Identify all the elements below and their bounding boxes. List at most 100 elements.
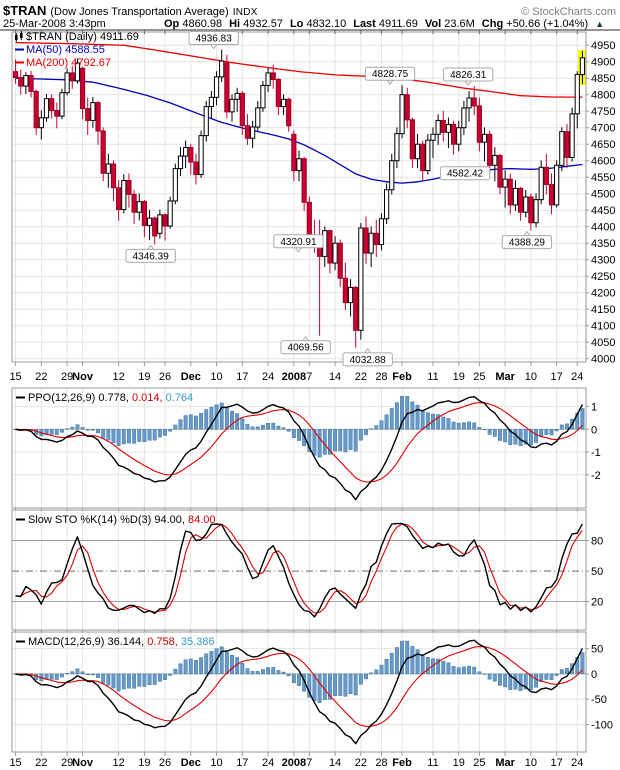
svg-text:Nov: Nov (72, 371, 94, 383)
svg-text:10: 10 (210, 757, 222, 769)
svg-text:4950: 4950 (591, 40, 615, 52)
legend-ma50: MA(50) 4588.55 (26, 44, 105, 56)
svg-text:19: 19 (453, 371, 465, 383)
svg-text:4700: 4700 (591, 123, 615, 135)
svg-text:-2: -2 (591, 470, 601, 482)
svg-text:7: 7 (306, 757, 312, 769)
svg-text:25: 25 (473, 371, 485, 383)
svg-text:24: 24 (571, 757, 583, 769)
svg-text:24: 24 (571, 371, 583, 383)
svg-text:4750: 4750 (591, 106, 615, 118)
svg-text:4500: 4500 (591, 189, 615, 201)
sto-panel: 80 50 20 Slow STO %K(14) %D(3) 94.00, 84.00 (11, 509, 603, 634)
svg-text:19: 19 (453, 757, 465, 769)
svg-text:4150: 4150 (591, 304, 615, 316)
svg-text:4582.42: 4582.42 (447, 169, 484, 180)
chart-header: $TRAN (Dow Jones Transportation Average)… (0, 0, 620, 18)
svg-text:14: 14 (329, 371, 341, 383)
svg-text:10: 10 (210, 371, 222, 383)
chart-area: 4950 4900 4850 4800 4750 4700 4650 4600 4550 4500… (0, 28, 620, 770)
svg-text:29: 29 (61, 371, 73, 383)
svg-text:4800: 4800 (591, 90, 615, 102)
svg-text:4069.56: 4069.56 (288, 343, 325, 354)
quote-field-lo: Lo 4832.10 (289, 18, 347, 30)
svg-text:4400: 4400 (591, 222, 615, 234)
svg-text:15: 15 (9, 371, 21, 383)
svg-text:Feb: Feb (392, 371, 412, 383)
svg-text:24: 24 (262, 371, 274, 383)
copyright-label: © StockCharts.com (521, 6, 616, 18)
svg-text:14: 14 (329, 757, 341, 769)
svg-text:22: 22 (355, 371, 367, 383)
svg-text:4650: 4650 (591, 139, 615, 151)
svg-text:10: 10 (525, 757, 537, 769)
svg-text:1: 1 (591, 402, 597, 414)
svg-text:4250: 4250 (591, 271, 615, 283)
svg-text:22: 22 (355, 757, 367, 769)
svg-text:Dec: Dec (181, 371, 201, 383)
svg-text:-100: -100 (591, 719, 613, 731)
quote-summary-row: 25-Mar-2008 3:43pm Op 4860.98 Hi 4932.57 L… (0, 17, 620, 31)
svg-text:0: 0 (591, 424, 597, 436)
svg-text:22: 22 (35, 757, 47, 769)
quote-field-chg: Chg +50.66 (+1.04%) (481, 18, 589, 30)
svg-text:19: 19 (138, 371, 150, 383)
quote-datetime: 25-Mar-2008 3:43pm (3, 18, 106, 30)
svg-text:29: 29 (61, 757, 73, 769)
svg-text:12: 12 (113, 371, 125, 383)
svg-text:24: 24 (262, 757, 274, 769)
sto-panel-legend: Slow STO %K(14) %D(3) 94.00, 84.00 (16, 514, 216, 526)
exchange-label: INDX (232, 7, 258, 18)
svg-text:11: 11 (427, 371, 438, 383)
svg-text:80: 80 (591, 536, 603, 548)
svg-text:12: 12 (113, 757, 125, 769)
svg-text:4828.75: 4828.75 (372, 69, 409, 80)
svg-text:Nov: Nov (72, 757, 94, 769)
svg-text:4200: 4200 (591, 288, 615, 300)
svg-text:50: 50 (591, 644, 603, 656)
svg-text:22: 22 (35, 371, 47, 383)
quote-field-hi: Hi 4932.57 (229, 18, 283, 30)
svg-text:4900: 4900 (591, 57, 615, 69)
up-arrow-icon: ▲ (595, 19, 605, 29)
svg-text:4032.88: 4032.88 (350, 355, 387, 366)
svg-text:17: 17 (236, 371, 248, 383)
svg-text:PPO(12,26,9) 0.778, 0.014, 0.7: PPO(12,26,9) 0.778, 0.014, 0.764 (28, 392, 193, 404)
svg-text:15: 15 (9, 757, 21, 769)
svg-text:7: 7 (306, 371, 312, 383)
svg-text:4000: 4000 (591, 354, 615, 366)
quote-ohlc-values: Op 4860.98 Hi 4932.57 Lo 4832.10 Last 4911.… (164, 18, 595, 30)
svg-text:28: 28 (375, 757, 387, 769)
macd-panel: 50 0 -50 -100 MACD(12,26,9) 36.144, 0.758, 3… (11, 631, 613, 756)
ppo-panel-legend: PPO(12,26,9) 0.778, 0.014, 0.764 (16, 392, 193, 404)
svg-text:Slow STO %K(14) %D(3) 94.00, 8: Slow STO %K(14) %D(3) 94.00, 84.00 (28, 514, 216, 526)
svg-text:4450: 4450 (591, 205, 615, 217)
svg-text:Mar: Mar (495, 757, 515, 769)
svg-text:4300: 4300 (591, 255, 615, 267)
svg-text:10: 10 (525, 371, 537, 383)
svg-text:25: 25 (473, 757, 485, 769)
svg-text:17: 17 (236, 757, 248, 769)
legend-symbol: $TRAN (Daily) 4911.69 (26, 31, 139, 43)
svg-text:4826.31: 4826.31 (450, 70, 487, 81)
price-annotations: 4936.83 4828.75 4826.31 4582.42 4346.39 4320.… (125, 31, 553, 367)
svg-text:26: 26 (159, 757, 171, 769)
svg-text:20: 20 (591, 597, 603, 609)
svg-text:4350: 4350 (591, 238, 615, 250)
macd-panel-legend: MACD(12,26,9) 36.144, 0.758, 35.386 (16, 636, 215, 648)
svg-text:2008: 2008 (282, 757, 306, 769)
svg-text:4600: 4600 (591, 156, 615, 168)
svg-text:4100: 4100 (591, 321, 615, 333)
price-y-axis: 4950 4900 4850 4800 4750 4700 4650 4600 4550 4500… (586, 40, 615, 366)
svg-text:4050: 4050 (591, 337, 615, 349)
ticker-name: (Dow Jones Transportation Average) (50, 6, 229, 18)
svg-text:19: 19 (138, 757, 150, 769)
svg-text:17: 17 (551, 371, 563, 383)
svg-text:Dec: Dec (181, 757, 201, 769)
legend-ma200: MA(200) 4792.67 (26, 57, 111, 69)
price-series (12, 41, 586, 348)
svg-text:MACD(12,26,9) 36.144, 0.758, 3: MACD(12,26,9) 36.144, 0.758, 35.386 (28, 636, 215, 648)
